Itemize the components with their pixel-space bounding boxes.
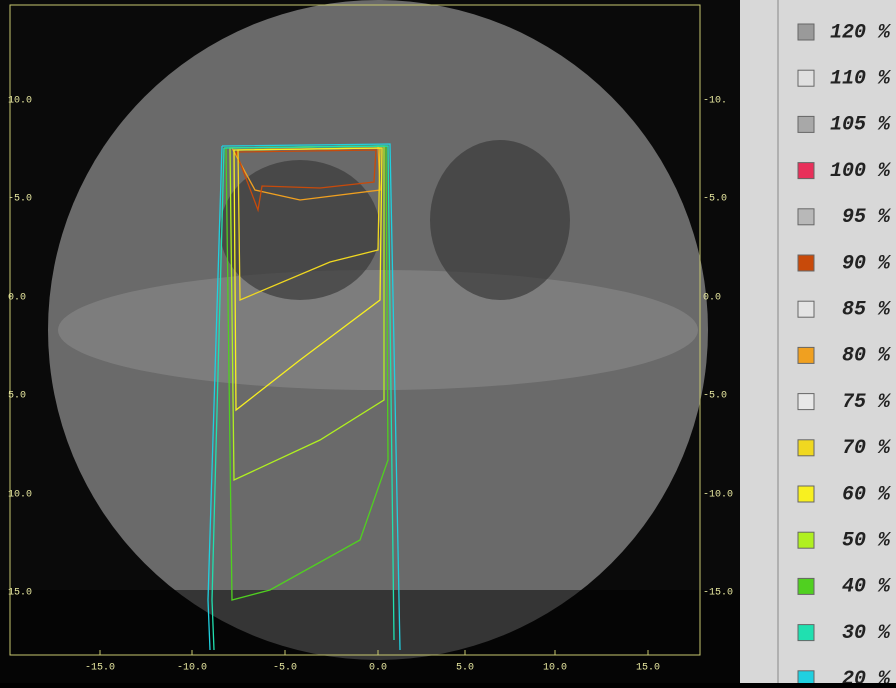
ct-lung	[430, 140, 570, 300]
legend-swatch	[797, 670, 815, 688]
x-tick-label: 0.0	[369, 663, 387, 674]
legend-swatch	[797, 531, 815, 549]
legend-label: 110 %	[830, 67, 891, 90]
legend-swatch	[797, 624, 815, 642]
legend-swatch	[797, 485, 815, 503]
left-tick-label: 5.0	[8, 391, 26, 402]
left-tick-label: 10.0	[8, 96, 32, 107]
legend-swatch	[797, 439, 815, 457]
x-tick-label: -15.0	[85, 663, 115, 674]
left-tick-label: 0.0	[8, 293, 26, 304]
legend-swatch	[797, 346, 815, 364]
legend-panel	[740, 0, 896, 683]
right-tick-label: -15.0	[703, 588, 733, 599]
legend-label: 20 %	[842, 668, 891, 683]
isodose-20	[207, 143, 401, 651]
isodose-60	[233, 147, 383, 412]
ct-lung	[220, 160, 380, 300]
ct-shadow	[0, 590, 740, 683]
legend-label: 90 %	[842, 252, 891, 275]
x-tick-label: -10.0	[177, 663, 207, 674]
isodose-90	[235, 149, 377, 213]
legend-swatch	[797, 208, 815, 226]
x-tick-label: 15.0	[636, 663, 660, 674]
left-tick-label: -5.0	[8, 194, 32, 205]
legend-swatch	[797, 69, 815, 87]
legend-label: 105 %	[830, 114, 891, 137]
right-tick-label: -5.0	[703, 391, 727, 402]
isodose-lines	[207, 143, 401, 651]
legend-label: 30 %	[842, 622, 891, 645]
left-tick-label: 10.0	[8, 490, 32, 501]
legend-label: 70 %	[842, 437, 891, 460]
legend-label: 60 %	[842, 483, 891, 506]
right-tick-label: -10.	[703, 96, 727, 107]
right-tick-label: -10.0	[703, 490, 733, 501]
legend-swatch	[797, 393, 815, 411]
right-tick-label: -5.0	[703, 194, 727, 205]
x-tick-label: -5.0	[273, 663, 297, 674]
legend-label: 40 %	[842, 576, 891, 599]
legend-swatch	[797, 23, 815, 41]
x-tick-label: 10.0	[543, 663, 567, 674]
legend-label: 100 %	[830, 160, 891, 183]
right-tick-label: 0.0	[703, 293, 721, 304]
ct-body	[58, 270, 698, 390]
legend-label: 50 %	[842, 529, 891, 552]
left-tick-label: 15.0	[8, 588, 32, 599]
legend-label: 120 %	[830, 21, 891, 44]
x-tick-label: 5.0	[456, 663, 474, 674]
legend-swatch	[797, 300, 815, 318]
legend-label: 95 %	[842, 206, 891, 229]
legend-swatch	[797, 254, 815, 272]
legend-label: 85 %	[842, 298, 891, 321]
legend-label: 80 %	[842, 345, 891, 368]
plot-frame	[9, 4, 701, 656]
legend-swatch	[797, 162, 815, 180]
legend-label: 75 %	[842, 391, 891, 414]
isodose-30	[211, 145, 395, 651]
legend-swatch	[797, 115, 815, 133]
legend-swatch	[797, 577, 815, 595]
